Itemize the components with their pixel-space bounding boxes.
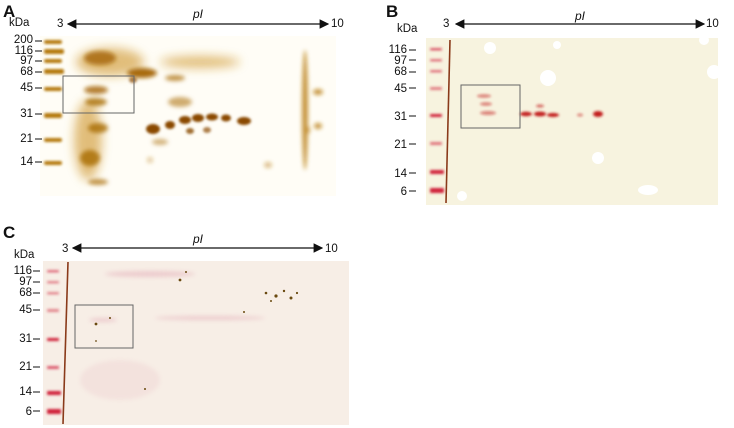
panel-a-marker-label: 45	[20, 82, 33, 94]
panel-b-highlight-box	[460, 84, 521, 129]
panel-b-marker-label: 97	[394, 55, 407, 67]
panel-b-marker-label: 31	[394, 111, 407, 123]
panel-c-axis-left: 3	[62, 243, 69, 255]
panel-c-marker-label: 21	[19, 361, 32, 373]
panel-a-marker-label: 21	[20, 133, 33, 145]
panel-b-marker-label: 14	[394, 168, 407, 180]
panel-a-marker-label: 14	[20, 156, 33, 168]
panel-a-axis-label: pI	[193, 7, 204, 21]
panel-c-marker-label: 116	[13, 265, 32, 277]
panel-b-marker-label: 6	[400, 186, 407, 198]
panel-c-axis-right: 10	[325, 243, 338, 255]
panel-b-marker-label: 116	[388, 44, 407, 56]
panel-b-kda-label: kDa	[397, 23, 418, 35]
panel-c-marker-label: 31	[19, 333, 32, 345]
panel-a-marker-label: 68	[20, 66, 33, 78]
panel-c-marker-label: 68	[19, 287, 32, 299]
panel-a-highlight-box	[62, 75, 135, 114]
panel-b-axis-right: 10	[706, 18, 719, 30]
panel-b-marker-label: 68	[394, 66, 407, 78]
panel-a-marker-label: 97	[20, 55, 33, 67]
panel-c-marker-label: 6	[25, 406, 32, 418]
panel-a-marker-label: 31	[20, 108, 33, 120]
panel-a-marker-label: 116	[14, 45, 33, 57]
panel-b-marker-label: 45	[394, 83, 407, 95]
panel-a-gel	[35, 36, 336, 196]
panel-b-axis-label: pI	[575, 9, 586, 23]
panel-a-axis-left: 3	[57, 18, 64, 30]
panel-c-letter: C	[3, 223, 16, 242]
panel-c-kda-label: kDa	[14, 249, 35, 261]
panel-a-axis-right: 10	[331, 18, 344, 30]
panel-c-highlight-box	[74, 304, 134, 349]
panel-c-marker-label: 14	[19, 386, 32, 398]
panel-a-kda-label: kDa	[9, 17, 30, 29]
panel-b-marker-label: 21	[394, 139, 407, 151]
panel-a-letter: A	[3, 2, 16, 21]
panel-b-letter: B	[386, 2, 399, 21]
panel-c-marker-label: 97	[19, 276, 32, 288]
panel-a-marker-label: 200	[13, 34, 33, 46]
panel-c-marker-label: 45	[19, 304, 32, 316]
panel-c-gel	[33, 261, 349, 425]
panel-b-axis-left: 3	[443, 18, 450, 30]
panel-c-axis-label: pI	[193, 232, 204, 246]
panel-b-gel	[409, 35, 721, 205]
